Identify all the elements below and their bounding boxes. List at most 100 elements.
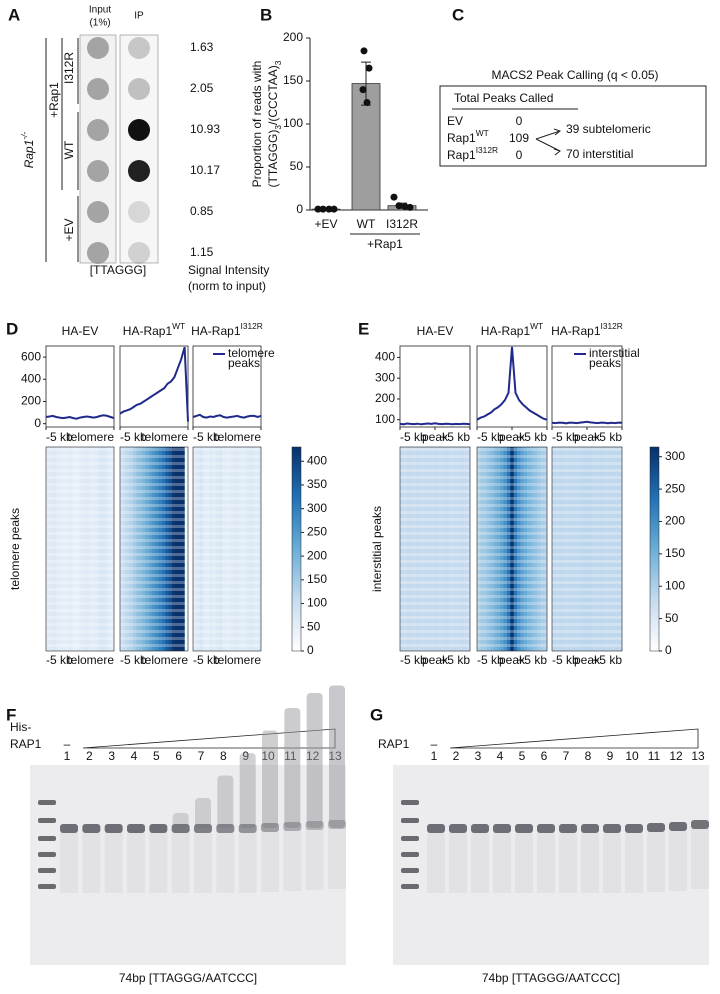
heatmap-texture [193, 447, 261, 651]
gel-fade [283, 831, 302, 891]
gel-fade [515, 833, 533, 893]
ip-dot [128, 201, 150, 223]
x-tick-label: -5 kb [193, 430, 220, 444]
lane-number: 9 [607, 749, 614, 763]
subplot-title-part: WT [172, 321, 185, 331]
data-point [365, 64, 373, 72]
genotype: Rap1-/- [19, 131, 36, 168]
x-tick-label: peak [574, 430, 601, 444]
gel-band [60, 824, 78, 833]
gel-band [449, 824, 467, 833]
data-point [390, 193, 398, 201]
genotype-part: Rap1 [22, 140, 36, 169]
gel-band [537, 824, 555, 833]
input-blot [79, 34, 117, 264]
subplot-title-part: HA-Rap1 [191, 324, 241, 338]
heatmap-frame [45, 446, 115, 652]
x-tick-label: WT [357, 217, 376, 231]
plot-frame [45, 345, 115, 428]
profile-line [192, 413, 262, 419]
x-tick-label: peak [574, 653, 601, 667]
x-tick-label: -5 kb [552, 430, 579, 444]
y-tick-label: 50 [290, 159, 304, 173]
data-point [330, 205, 338, 213]
row-name: EV [447, 114, 463, 128]
colorbar-tick-label: 50 [307, 619, 321, 633]
y-axis-label: Proportion of reads with [250, 61, 264, 188]
y-tick-label: 0 [34, 416, 41, 430]
legend-label: telomere [228, 346, 275, 360]
lane-number: 7 [563, 749, 570, 763]
x-tick-label: I312R [386, 217, 418, 231]
condition-label: I312R [62, 52, 76, 84]
gel-smear [262, 730, 278, 828]
x-tick-label: +5 kb [440, 430, 470, 444]
subplot-title-part: HA-Rap1 [123, 324, 173, 338]
profile-line [119, 346, 189, 422]
y-tick-label: 200 [375, 391, 395, 405]
x-tick-label: +5 kb [440, 653, 470, 667]
ladder-band [401, 868, 419, 873]
data-point [319, 205, 327, 213]
gel-caption: 74bp [TTAGGG/AATCCC] [482, 971, 620, 985]
colorbar-tick-label: 200 [307, 548, 327, 562]
gel-fade [194, 833, 212, 893]
gel-band [238, 824, 257, 833]
subplot-title: HA-Rap1I312R [551, 321, 623, 338]
subplot-title: HA-Rap1WT [481, 321, 543, 338]
colorbar-tick-label: 0 [307, 643, 314, 657]
y-tick-label: 150 [283, 73, 303, 87]
subplot-title: HA-EV [62, 324, 99, 338]
colorbar-tick-label: 100 [665, 578, 685, 592]
lane-number: 13 [691, 749, 705, 763]
lane-number: 6 [541, 749, 548, 763]
gel-smear [306, 693, 323, 828]
input-dot [87, 242, 109, 264]
subplot-title-part: WT [530, 321, 543, 331]
colorbar-tick-label: 300 [307, 501, 327, 515]
legend-label: peaks [228, 356, 260, 370]
gel-band [669, 822, 687, 831]
lane-number: 10 [261, 749, 275, 763]
ladder-band [401, 800, 419, 805]
lane-number: 9 [242, 749, 249, 763]
y-tick-label: 100 [283, 116, 303, 130]
x-tick-label: peak [499, 430, 526, 444]
legend-label: peaks [589, 356, 621, 370]
profile-line [476, 346, 548, 421]
input-dot [87, 37, 109, 59]
x-tick-label: telomere [214, 430, 261, 444]
protein-label: RAP1 [378, 737, 410, 751]
split-arrow [535, 128, 562, 156]
gel-fade [60, 833, 78, 893]
gel-smear [284, 708, 301, 828]
heatmap-y-label: telomere peaks [8, 508, 22, 590]
plot-frame [119, 345, 189, 428]
signal-value: 1.63 [190, 40, 214, 54]
subplot-title-part: I312R [241, 321, 263, 331]
row-name-part: Rap1 [447, 148, 476, 162]
gel-band [149, 824, 168, 833]
x-tick-label: -5 kb [46, 430, 73, 444]
x-tick-label: telomere [141, 653, 188, 667]
genotype-part: -/- [19, 131, 29, 139]
lane-number: 6 [175, 749, 182, 763]
lane-number: 12 [669, 749, 683, 763]
ladder-band [401, 884, 419, 889]
lane-number: 4 [497, 749, 504, 763]
lane-number: 1 [64, 749, 71, 763]
input-dot [87, 160, 109, 182]
y-tick-label: 400 [375, 350, 395, 364]
y-tick-label: 200 [21, 394, 41, 408]
subplot-title-part: HA-Rap1 [481, 324, 531, 338]
gel-fade [238, 833, 257, 893]
heatmap-frame [551, 446, 623, 652]
colorbar-tick-label: 150 [307, 572, 327, 586]
table-box [439, 85, 707, 167]
signal-value: 0.85 [190, 204, 214, 218]
y-tick-label: 100 [375, 412, 395, 426]
titration-wedge [449, 728, 699, 749]
table-title: MACS2 Peak Calling (q < 0.05) [491, 68, 658, 82]
row-count: 0 [516, 114, 523, 128]
